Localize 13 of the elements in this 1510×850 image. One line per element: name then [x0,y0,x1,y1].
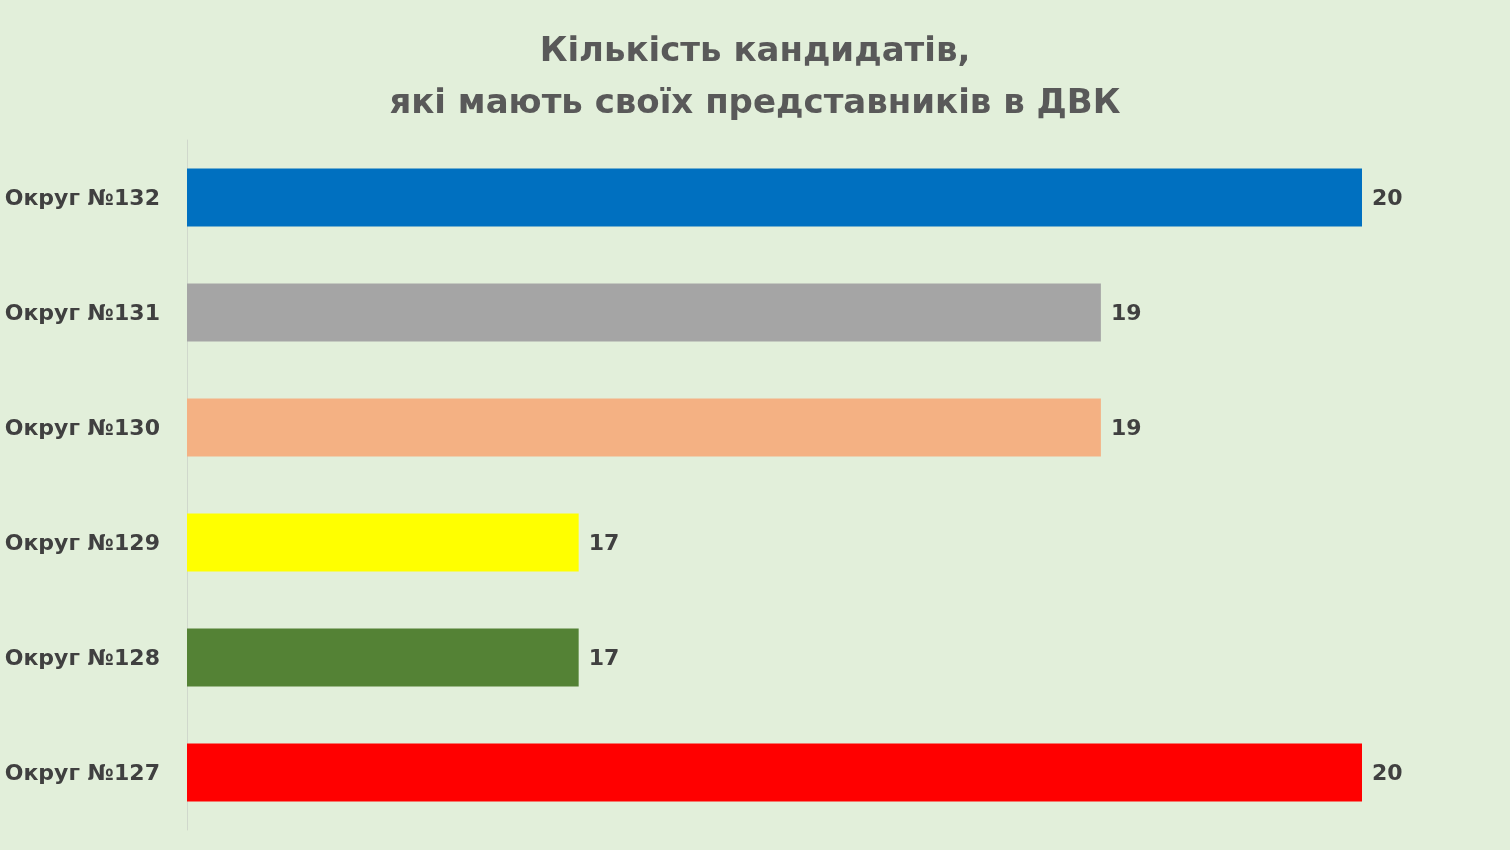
data-label: 17 [588,645,620,670]
chart-title: Кількість кандидатів, які мають своїх представників в ДВК [389,29,1121,121]
y-tick-label: Округ №130 [4,415,160,440]
y-tick-label: Округ №131 [4,300,160,325]
y-tick-label: Округ №129 [4,530,160,555]
data-label: 17 [588,530,620,555]
data-label: 20 [1372,760,1403,785]
data-label: 19 [1110,300,1142,325]
data-label: 20 [1372,185,1403,210]
y-tick-label: Округ №128 [4,645,160,670]
y-tick-label: Округ №132 [4,185,160,210]
y-tick-label: Округ №127 [4,760,160,785]
data-label: 19 [1110,415,1142,440]
